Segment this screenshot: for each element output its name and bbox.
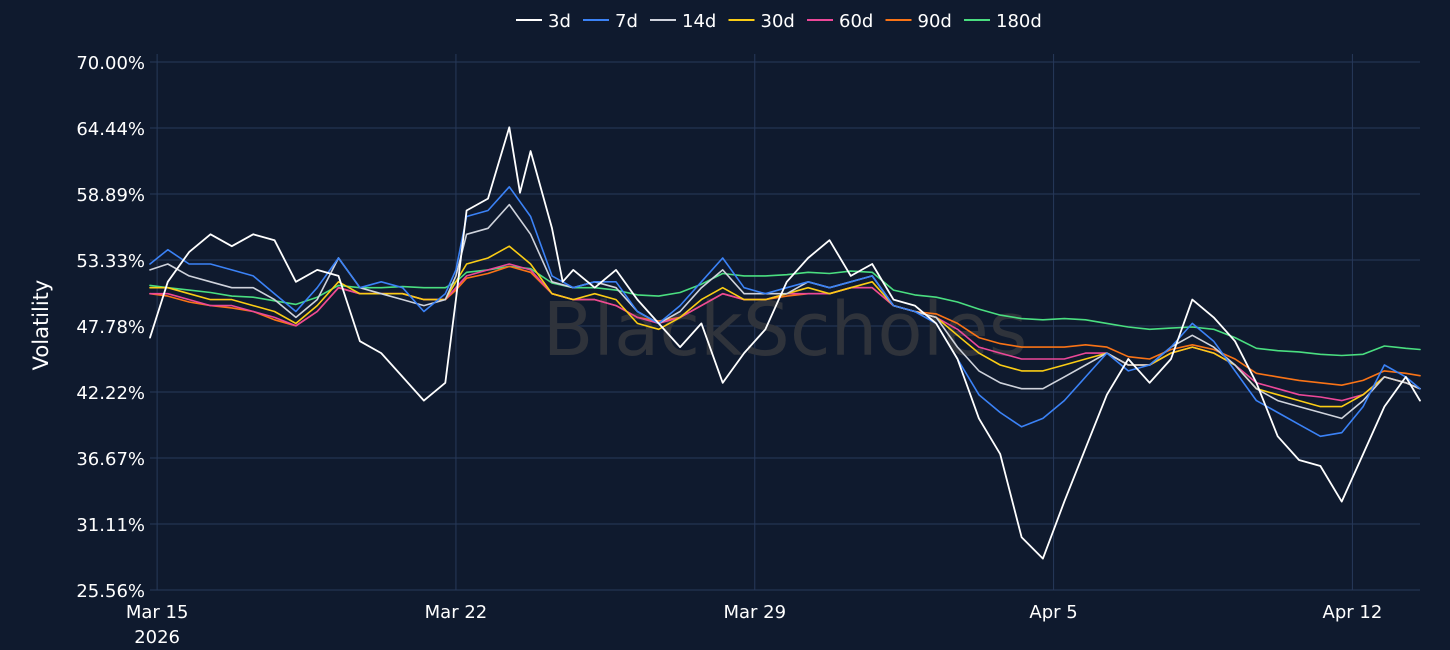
y-tick-label: 64.44% [76,119,145,140]
x-tick-label: Apr 12 [1323,602,1383,623]
legend-label: 30d [761,11,795,32]
series-line-3d [149,126,1421,560]
legend-label: 3d [548,11,571,32]
x-tick-label: Apr 5 [1029,602,1077,623]
series-line-14d [149,203,1421,420]
y-tick-label: 47.78% [76,317,145,338]
legend-label: 14d [682,11,716,32]
series-layer [149,126,1421,560]
y-axis: 70.00% 64.44% 58.89% 53.33% 47.78% 42.22% 36.6… [76,53,145,602]
y-tick-label: 58.89% [76,185,145,206]
y-axis-title: Volatility [29,280,53,371]
legend-item-30d: 30d [728,11,795,32]
y-tick-label: 36.67% [76,449,145,470]
x-tick-label: Mar 29 [723,602,786,623]
legend-item-7d: 7d [583,11,638,32]
legend-label: 60d [839,11,873,32]
y-tick-label: 42.22% [76,383,145,404]
legend-item-3d: 3d [516,11,571,32]
grid [150,54,1420,591]
legend-item-60d: 60d [807,11,873,32]
y-tick-label: 31.11% [76,515,145,536]
y-tick-label: 53.33% [76,251,145,272]
x-axis: Mar 15 2026 Mar 22 Mar 29 Apr 5 Apr 12 [126,602,1382,648]
y-tick-label: 70.00% [76,53,145,74]
series-line-7d [149,186,1421,438]
legend-label: 7d [615,11,638,32]
legend-item-90d: 90d [885,11,952,32]
legend: 3d 7d 14d 30d 60d 90d 180d [516,11,1042,32]
x-tick-year-label: 2026 [134,627,180,648]
y-tick-label: 25.56% [76,581,145,602]
legend-item-180d: 180d [964,11,1042,32]
legend-label: 180d [996,11,1042,32]
series-line-180d [149,265,1421,357]
legend-item-14d: 14d [650,11,716,32]
x-tick-label: Mar 15 [126,602,189,623]
series-line-30d [149,245,1421,408]
legend-label: 90d [918,11,952,32]
x-tick-label: Mar 22 [425,602,488,623]
watermark-text: BlackScholes [543,287,1028,373]
